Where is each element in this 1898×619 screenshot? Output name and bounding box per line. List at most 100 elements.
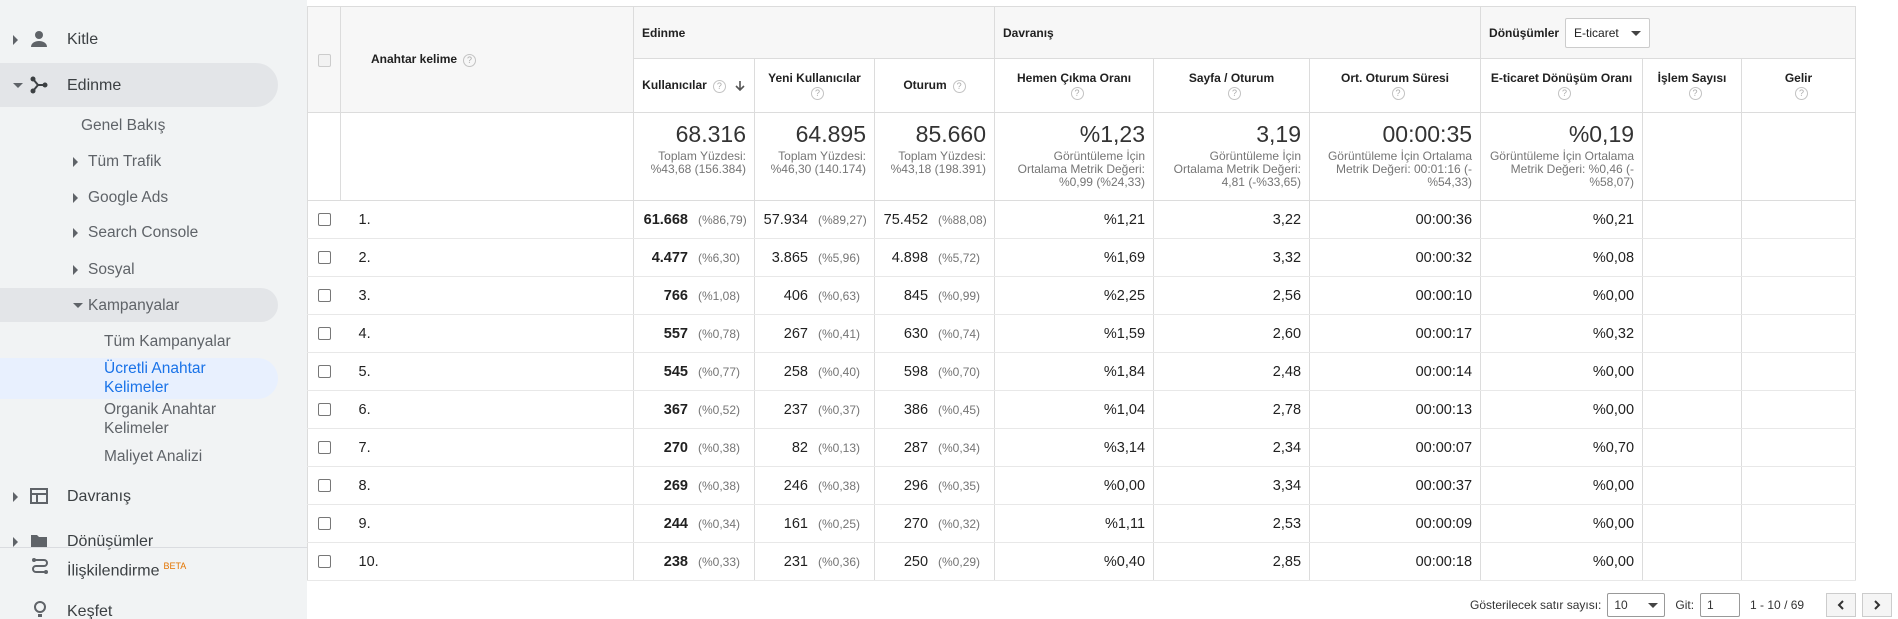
metric-cell: 267 (%0,41) (754, 314, 875, 353)
total-cell: 85.660 Toplam Yüzdesi: %43,18 (198.391) (873, 112, 996, 201)
nav-item[interactable]: Ücretli Anahtar Kelimeler (104, 360, 206, 396)
metric-cell: 00:00:37 (1309, 466, 1482, 505)
checkbox[interactable] (317, 327, 331, 341)
column-header[interactable]: Kullanıcılar? (633, 58, 755, 113)
metric-cell: %0,40 (994, 542, 1155, 581)
empty-cell (1741, 466, 1857, 505)
metric-cell: 270 (%0,32) (873, 504, 996, 543)
total-note: Görüntüleme İçin Ortalama Metrik Değeri:… (1017, 149, 1146, 189)
metric-cell: 00:00:18 (1309, 542, 1482, 581)
checkbox[interactable] (317, 289, 331, 303)
metric-value: 00:00:10 (1415, 287, 1473, 304)
metric-value: 238 (663, 553, 688, 570)
metric-percent: (%0,52) (698, 402, 741, 417)
checkbox[interactable] (317, 365, 331, 379)
metric-percent: (%86,79) (698, 212, 747, 227)
column-header[interactable]: Hemen Çıkma Oranı? (994, 58, 1155, 113)
row-select (307, 504, 341, 543)
column-header[interactable]: E-ticaret Dönüşüm Oranı? (1480, 58, 1644, 113)
metric-percent: (%0,36) (818, 554, 861, 569)
metric-cell: 766 (%1,08) (633, 276, 755, 315)
nav-item[interactable]: Edinme (67, 77, 122, 94)
data-row: 8. 269 (%0,38) 246 (%0,38) 296 (%0,35) %0,00 3,3… (307, 466, 1857, 505)
metric-cell: 270 (%0,38) (633, 428, 755, 467)
total-cell: 00:00:35 Görüntüleme İçin Ortalama Metrik… (1309, 112, 1482, 201)
checkbox[interactable] (317, 53, 331, 67)
metric-cell: 00:00:07 (1309, 428, 1482, 467)
empty-cell (1642, 466, 1743, 505)
metric-value: %1,21 (1103, 211, 1146, 228)
metric-value: 2,34 (1272, 439, 1302, 456)
column-header[interactable]: Sayfa / Oturum? (1153, 58, 1311, 113)
conversion-select[interactable]: E-ticaret (1565, 17, 1650, 48)
column-label: Sayfa / Oturum (1188, 71, 1275, 86)
checkbox[interactable] (317, 251, 331, 265)
checkbox[interactable] (317, 555, 331, 569)
nav-item[interactable]: Kitle (67, 31, 99, 48)
row-select (307, 390, 341, 429)
nav-item[interactable]: Organik Anahtar Kelimeler (104, 401, 217, 437)
nav-item[interactable]: Google Ads (88, 189, 169, 206)
metric-cell: %0,00 (1480, 352, 1644, 391)
row-select (307, 352, 341, 391)
checkbox[interactable] (317, 403, 331, 417)
group-label: Davranış (1003, 25, 1054, 40)
next-button[interactable] (1862, 593, 1893, 617)
data-row: 5. 545 (%0,77) 258 (%0,40) 598 (%0,70) %1,84 2,4… (307, 352, 1857, 391)
row-index: 10. (358, 553, 379, 570)
metric-cell: 00:00:14 (1309, 352, 1482, 391)
nav-item[interactable]: Maliyet Analizi (104, 448, 203, 465)
metric-value: 386 (903, 401, 929, 418)
rows-select[interactable]: 10 (1607, 593, 1666, 617)
metric-cell: 244 (%0,34) (633, 504, 755, 543)
metric-cell: 3.865 (%5,96) (754, 238, 875, 277)
column-header[interactable]: Yeni Kullanıcılar? (754, 58, 875, 113)
caret (1630, 30, 1641, 36)
metric-cell: 3,32 (1153, 238, 1311, 277)
page-range: 1 - 10 / 69 (1750, 598, 1805, 612)
nav-item[interactable]: Tüm Trafik (88, 153, 162, 170)
column-header[interactable]: Gelir? (1741, 58, 1857, 113)
metric-cell: %1,84 (994, 352, 1155, 391)
checkbox[interactable] (317, 213, 331, 227)
empty-cell (1741, 314, 1857, 353)
checkbox[interactable] (317, 441, 331, 455)
checkbox[interactable] (317, 479, 331, 493)
total-cell: 64.895 Toplam Yüzdesi: %46,30 (140.174) (754, 112, 875, 201)
nav-item[interactable]: Dönüşümler (67, 533, 154, 550)
metric-value: %1,69 (1103, 249, 1146, 266)
column-header[interactable]: İşlem Sayısı? (1642, 58, 1743, 113)
nav-item[interactable]: Keşfet (67, 603, 113, 619)
goto-input[interactable]: 1 (1700, 593, 1741, 617)
metric-cell: %0,00 (994, 466, 1155, 505)
checkbox[interactable] (317, 517, 331, 531)
total-value: 64.895 (795, 121, 866, 147)
column-label: E-ticaret Dönüşüm Oranı (1490, 71, 1633, 86)
row-select (307, 428, 341, 467)
metric-cell: 296 (%0,35) (873, 466, 996, 505)
metric-value: 82 (791, 439, 808, 456)
nav-item[interactable]: Sosyal (88, 261, 135, 278)
column-label: İşlem Sayısı (1657, 71, 1727, 86)
metric-cell: %1,69 (994, 238, 1155, 277)
metric-value: 00:00:07 (1415, 439, 1473, 456)
nav-item[interactable]: Tüm Kampanyalar (104, 333, 231, 350)
nav-item[interactable]: Kampanyalar (88, 297, 180, 314)
nav-item[interactable]: Search Console (88, 224, 199, 241)
nav-item[interactable]: Davranış (67, 488, 132, 505)
metric-cell: 246 (%0,38) (754, 466, 875, 505)
sidebar: Kitle Edinme Genel Bakış Tüm Trafik Google A… (0, 0, 307, 619)
row-number: 6. (340, 390, 634, 429)
metric-value: %1,59 (1103, 325, 1146, 342)
metric-value: 00:00:14 (1415, 363, 1473, 380)
metric-value: 766 (663, 287, 688, 304)
nav-item[interactable]: Genel Bakış (81, 117, 166, 134)
column-label: Yeni Kullanıcılar (768, 71, 861, 86)
column-header[interactable]: Ort. Oturum Süresi? (1309, 58, 1482, 113)
metric-value: 250 (903, 553, 929, 570)
nav-item[interactable]: İlişkilendirme BETA (67, 557, 186, 580)
metric-value: 270 (903, 515, 929, 532)
column-header[interactable]: Oturum? (873, 58, 996, 113)
prev-button[interactable] (1826, 593, 1857, 617)
total-note: Görüntüleme İçin Ortalama Metrik Değeri:… (1173, 149, 1302, 189)
